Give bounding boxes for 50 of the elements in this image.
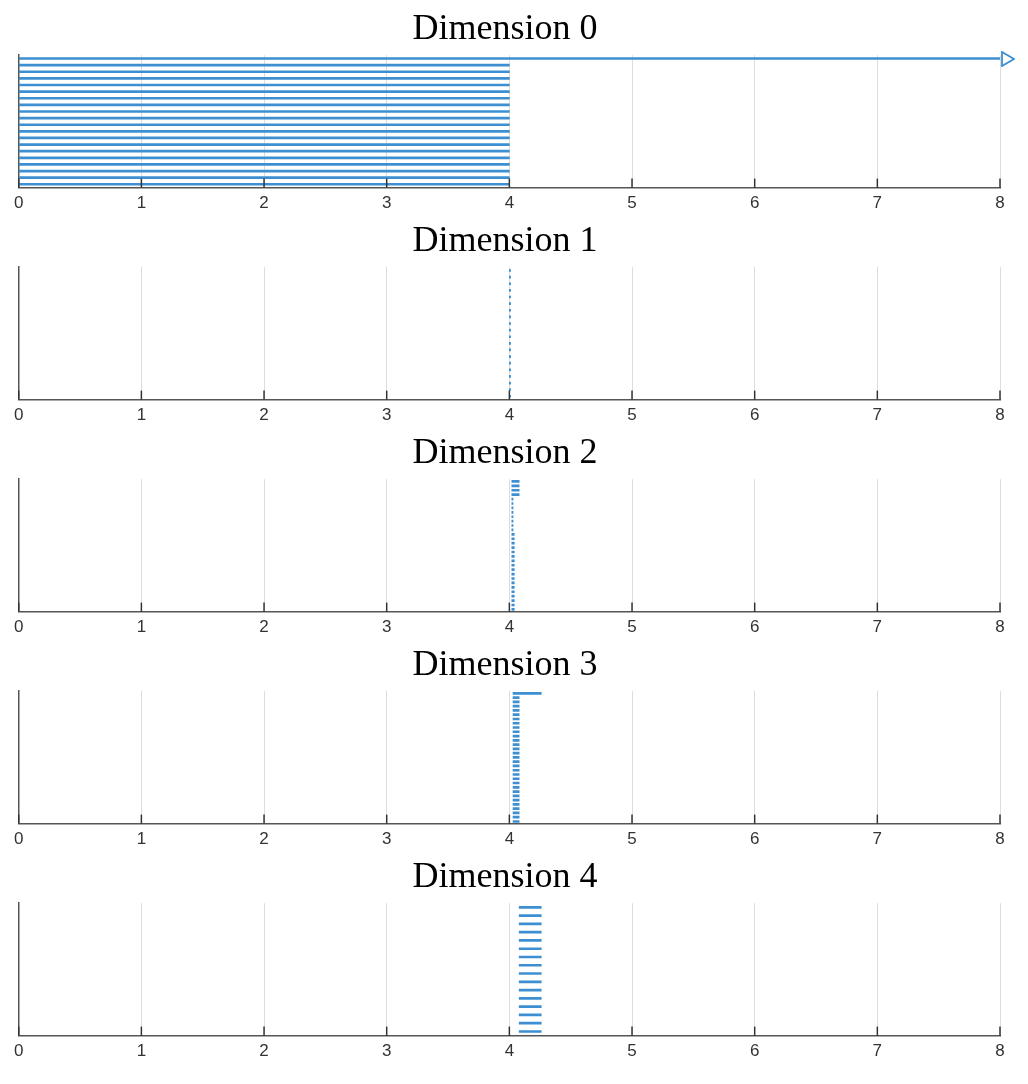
x-tick-label: 2 — [259, 405, 269, 425]
x-tick-label: 0 — [13, 617, 24, 637]
x-tick-label: 4 — [504, 193, 515, 213]
x-tick-label: 8 — [995, 193, 1005, 213]
x-tick-label: 2 — [259, 617, 269, 637]
x-tick-label: 0 — [13, 193, 24, 213]
x-tick-label: 5 — [627, 1041, 637, 1061]
x-tick-label: 1 — [136, 829, 147, 849]
x-tick-label: 7 — [872, 1041, 883, 1061]
x-tick-label: 3 — [381, 617, 392, 637]
x-tick-label: 6 — [749, 405, 760, 425]
x-tick-label: 1 — [136, 405, 147, 425]
x-tick-label: 8 — [995, 405, 1005, 425]
x-tick-label: 4 — [504, 405, 515, 425]
x-tick-label: 0 — [13, 1041, 24, 1061]
x-tick-label: 0 — [13, 405, 24, 425]
x-tick-label: 7 — [872, 617, 883, 637]
x-tick-label: 0 — [13, 829, 24, 849]
x-tick-label: 8 — [995, 829, 1005, 849]
x-tick-label: 3 — [381, 829, 392, 849]
x-tick-label: 6 — [749, 829, 760, 849]
x-tick-label: 4 — [504, 1041, 515, 1061]
chart-title: Dimension 3 — [412, 643, 598, 684]
x-tick-label: 1 — [136, 193, 147, 213]
x-tick-label: 5 — [627, 829, 637, 849]
chart-title: Dimension 2 — [412, 431, 598, 472]
x-tick-label: 4 — [504, 829, 515, 849]
x-tick-label: 7 — [872, 829, 883, 849]
x-tick-label: 6 — [749, 193, 760, 213]
chart-title: Dimension 0 — [412, 7, 598, 48]
x-tick-label: 3 — [381, 405, 392, 425]
x-tick-label: 6 — [749, 1041, 760, 1061]
x-tick-label: 1 — [136, 617, 147, 637]
chart-title: Dimension 4 — [412, 855, 598, 896]
x-tick-label: 2 — [259, 193, 269, 213]
x-tick-label: 3 — [381, 193, 392, 213]
x-tick-label: 5 — [627, 405, 637, 425]
x-tick-label: 8 — [995, 617, 1005, 637]
x-tick-label: 7 — [872, 193, 883, 213]
x-tick-label: 2 — [259, 829, 269, 849]
x-tick-label: 6 — [749, 617, 760, 637]
x-tick-label: 1 — [136, 1041, 147, 1061]
x-tick-label: 5 — [627, 617, 637, 637]
x-tick-label: 7 — [872, 405, 883, 425]
x-tick-label: 8 — [995, 1041, 1005, 1061]
x-tick-label: 4 — [504, 617, 515, 637]
x-tick-label: 5 — [627, 193, 637, 213]
chart-title: Dimension 1 — [412, 219, 598, 260]
x-tick-label: 2 — [259, 1041, 269, 1061]
x-tick-label: 3 — [381, 1041, 392, 1061]
